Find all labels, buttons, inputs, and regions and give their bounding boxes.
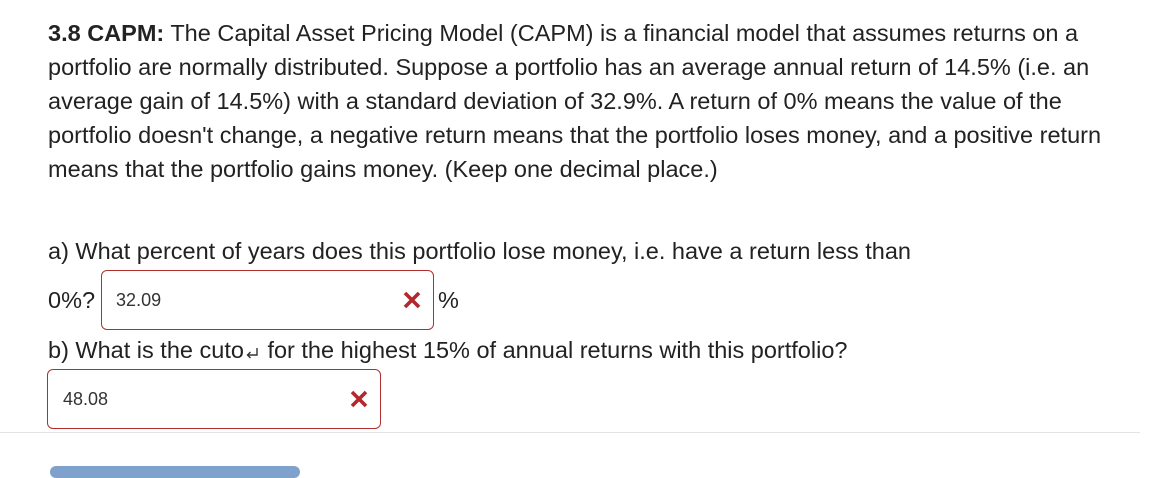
- part-a-answer-field[interactable]: 32.09: [101, 270, 435, 330]
- problem-statement: 3.8 CAPM: The Capital Asset Pricing Mode…: [48, 16, 1143, 186]
- part-a-unit: %: [438, 286, 459, 313]
- part-a-answer-line: 0%? 32.09 %: [48, 270, 459, 330]
- part-a-question-end: 0%?: [48, 286, 96, 313]
- part-a-question: a) What percent of years does this portf…: [48, 238, 911, 264]
- part-b-question: b) What is the cuto for the highest 15% …: [48, 333, 847, 367]
- part-b-answer-field[interactable]: 48.08: [47, 369, 381, 429]
- part-a-answer-value[interactable]: 32.09: [116, 289, 162, 310]
- divider: [0, 432, 1140, 433]
- problem-title: 3.8 CAPM:: [48, 20, 165, 46]
- return-arrow-icon: [246, 348, 258, 359]
- submit-button[interactable]: [50, 466, 300, 478]
- part-b-answer-value[interactable]: 48.08: [63, 388, 109, 409]
- part-b-question-start: b) What is the cuto: [48, 337, 244, 363]
- problem-body: The Capital Asset Pricing Model (CAPM) i…: [48, 20, 1102, 182]
- wrong-x-icon: [403, 291, 421, 309]
- part-b-question-end: for the highest 15% of annual returns wi…: [267, 337, 848, 363]
- wrong-x-icon: [350, 390, 368, 408]
